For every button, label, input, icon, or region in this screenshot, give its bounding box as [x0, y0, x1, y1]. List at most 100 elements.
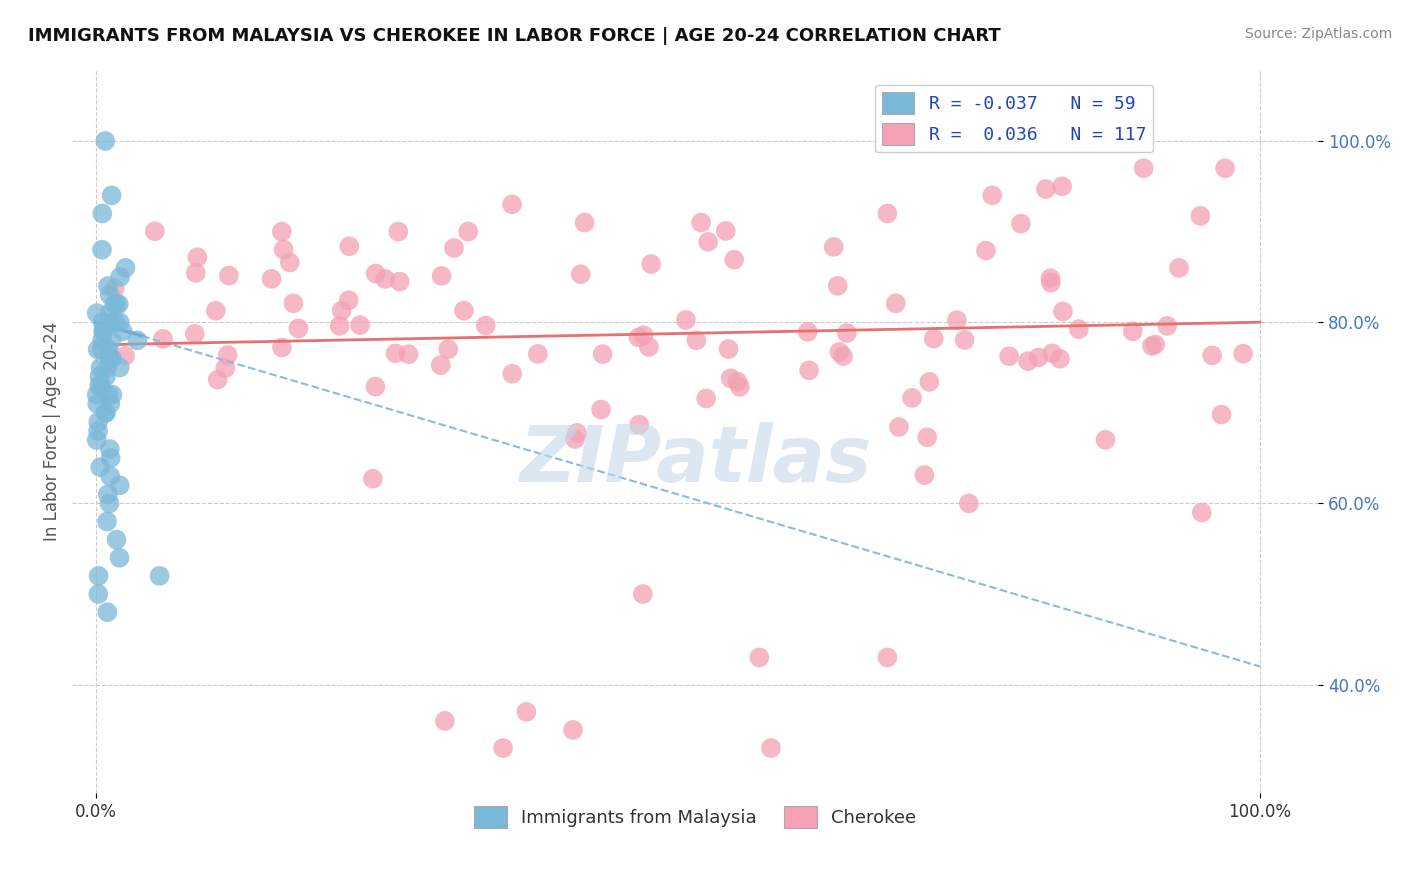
Point [101, 387, 124, 401]
Point [429, 358, 451, 372]
Point [631, 587, 654, 601]
Point [91, 334, 114, 348]
Point [218, 268, 240, 283]
Point [1232, 346, 1254, 360]
Point [91, 243, 114, 257]
Point [260, 272, 283, 286]
Point [922, 332, 945, 346]
Point [492, 741, 515, 756]
Point [876, 206, 898, 220]
Point [108, 550, 131, 565]
Point [1144, 337, 1167, 351]
Point [86, 433, 108, 447]
Point [501, 367, 523, 381]
Point [184, 266, 207, 280]
Point [330, 303, 353, 318]
Point [96, 515, 118, 529]
Point [1039, 276, 1062, 290]
Point [728, 380, 751, 394]
Point [690, 215, 713, 229]
Point [695, 392, 717, 406]
Point [270, 225, 292, 239]
Point [1189, 209, 1212, 223]
Point [87, 587, 110, 601]
Point [1039, 271, 1062, 285]
Point [685, 334, 707, 348]
Point [443, 241, 465, 255]
Point [832, 349, 855, 363]
Point [723, 252, 745, 267]
Point [98, 351, 121, 366]
Point [361, 472, 384, 486]
Point [337, 239, 360, 253]
Point [148, 569, 170, 583]
Point [364, 267, 387, 281]
Point [94, 134, 117, 148]
Point [108, 315, 131, 329]
Point [94, 406, 117, 420]
Legend: Immigrants from Malaysia, Cherokee: Immigrants from Malaysia, Cherokee [467, 798, 924, 835]
Point [1040, 346, 1063, 360]
Point [96, 360, 118, 375]
Point [91, 206, 114, 220]
Point [97, 487, 120, 501]
Point [349, 318, 371, 332]
Point [114, 349, 136, 363]
Point [1035, 182, 1057, 196]
Point [835, 326, 858, 340]
Point [1191, 506, 1213, 520]
Point [100, 451, 122, 466]
Point [108, 269, 131, 284]
Point [640, 257, 662, 271]
Point [759, 741, 782, 756]
Point [152, 332, 174, 346]
Point [98, 315, 121, 329]
Point [96, 605, 118, 619]
Point [111, 324, 134, 338]
Point [720, 371, 742, 385]
Point [1140, 339, 1163, 353]
Point [104, 281, 127, 295]
Point [1017, 354, 1039, 368]
Point [562, 723, 585, 737]
Point [1213, 161, 1236, 176]
Point [1156, 318, 1178, 333]
Point [97, 343, 120, 357]
Point [887, 420, 910, 434]
Point [797, 325, 820, 339]
Text: ZIPatlas: ZIPatlas [519, 422, 872, 498]
Point [273, 243, 295, 257]
Point [108, 360, 131, 375]
Point [1010, 217, 1032, 231]
Point [98, 288, 121, 302]
Point [998, 349, 1021, 363]
Point [104, 315, 127, 329]
Point [89, 360, 111, 375]
Point [98, 442, 121, 456]
Point [89, 378, 111, 392]
Point [453, 303, 475, 318]
Point [101, 351, 124, 366]
Point [717, 342, 740, 356]
Point [901, 391, 924, 405]
Point [98, 397, 121, 411]
Text: Source: ZipAtlas.com: Source: ZipAtlas.com [1244, 27, 1392, 41]
Point [697, 235, 720, 249]
Point [94, 369, 117, 384]
Point [675, 313, 697, 327]
Point [127, 334, 149, 348]
Point [93, 324, 115, 338]
Point [271, 341, 294, 355]
Point [387, 225, 409, 239]
Point [384, 346, 406, 360]
Point [627, 330, 650, 344]
Point [87, 569, 110, 583]
Point [1052, 304, 1074, 318]
Point [823, 240, 845, 254]
Point [91, 324, 114, 338]
Point [1168, 260, 1191, 275]
Point [86, 397, 108, 411]
Point [946, 313, 969, 327]
Point [337, 293, 360, 308]
Point [186, 250, 208, 264]
